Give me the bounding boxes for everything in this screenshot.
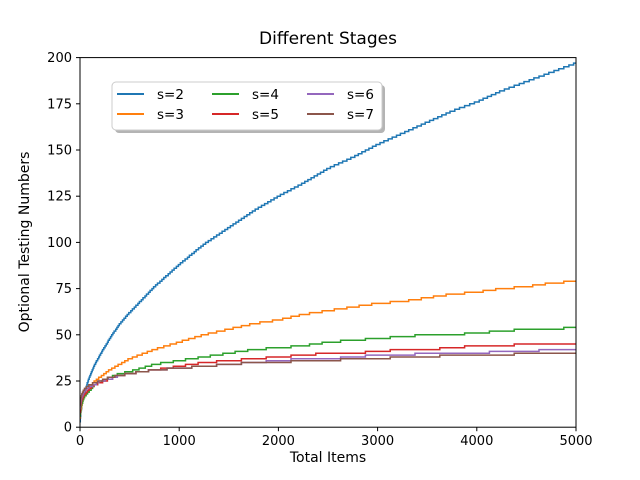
y-tick-label: 100 — [47, 236, 72, 251]
x-tick-label: 3000 — [361, 434, 394, 449]
x-axis-label: Total Items — [289, 450, 366, 466]
y-tick-label: 0 — [64, 421, 72, 436]
series-line-s3 — [79, 280, 576, 419]
series-line-s5 — [79, 343, 576, 414]
legend-label-s2: s=2 — [157, 87, 184, 103]
legend-label-s5: s=5 — [252, 107, 279, 123]
legend-label-s6: s=6 — [347, 87, 374, 103]
x-tick-label: 0 — [76, 434, 84, 449]
y-tick-label: 50 — [55, 328, 72, 343]
y-axis-label: Optional Testing Numbers — [17, 152, 33, 333]
y-tick-label: 25 — [55, 375, 72, 390]
y-tick-label: 200 — [47, 51, 72, 66]
legend: s=2 s=3 s=4 s=5 s=6 s=7 — [111, 81, 385, 133]
legend-box — [111, 81, 383, 131]
y-tick-label: 150 — [47, 144, 72, 159]
legend-label-s4: s=4 — [252, 87, 279, 103]
x-tick-label: 2000 — [262, 434, 295, 449]
plot-area: 0 1000 2000 3000 4000 5000 0 25 50 75 100 125 150 175… — [47, 51, 592, 449]
x-tick-label: 1000 — [163, 434, 196, 449]
legend-label-s7: s=7 — [347, 107, 374, 123]
x-tick-label: 4000 — [460, 434, 493, 449]
series-line-s6 — [79, 348, 576, 410]
y-tick-label: 75 — [55, 282, 72, 297]
x-tick-label: 5000 — [559, 434, 592, 449]
series-line-s7 — [79, 352, 576, 406]
legend-label-s3: s=3 — [157, 107, 184, 123]
chart-title: Different Stages — [259, 29, 397, 49]
y-tick-label: 175 — [47, 97, 72, 112]
series-line-s4 — [79, 326, 576, 417]
y-tick-label: 125 — [47, 190, 72, 205]
series-line-s2 — [79, 62, 576, 423]
